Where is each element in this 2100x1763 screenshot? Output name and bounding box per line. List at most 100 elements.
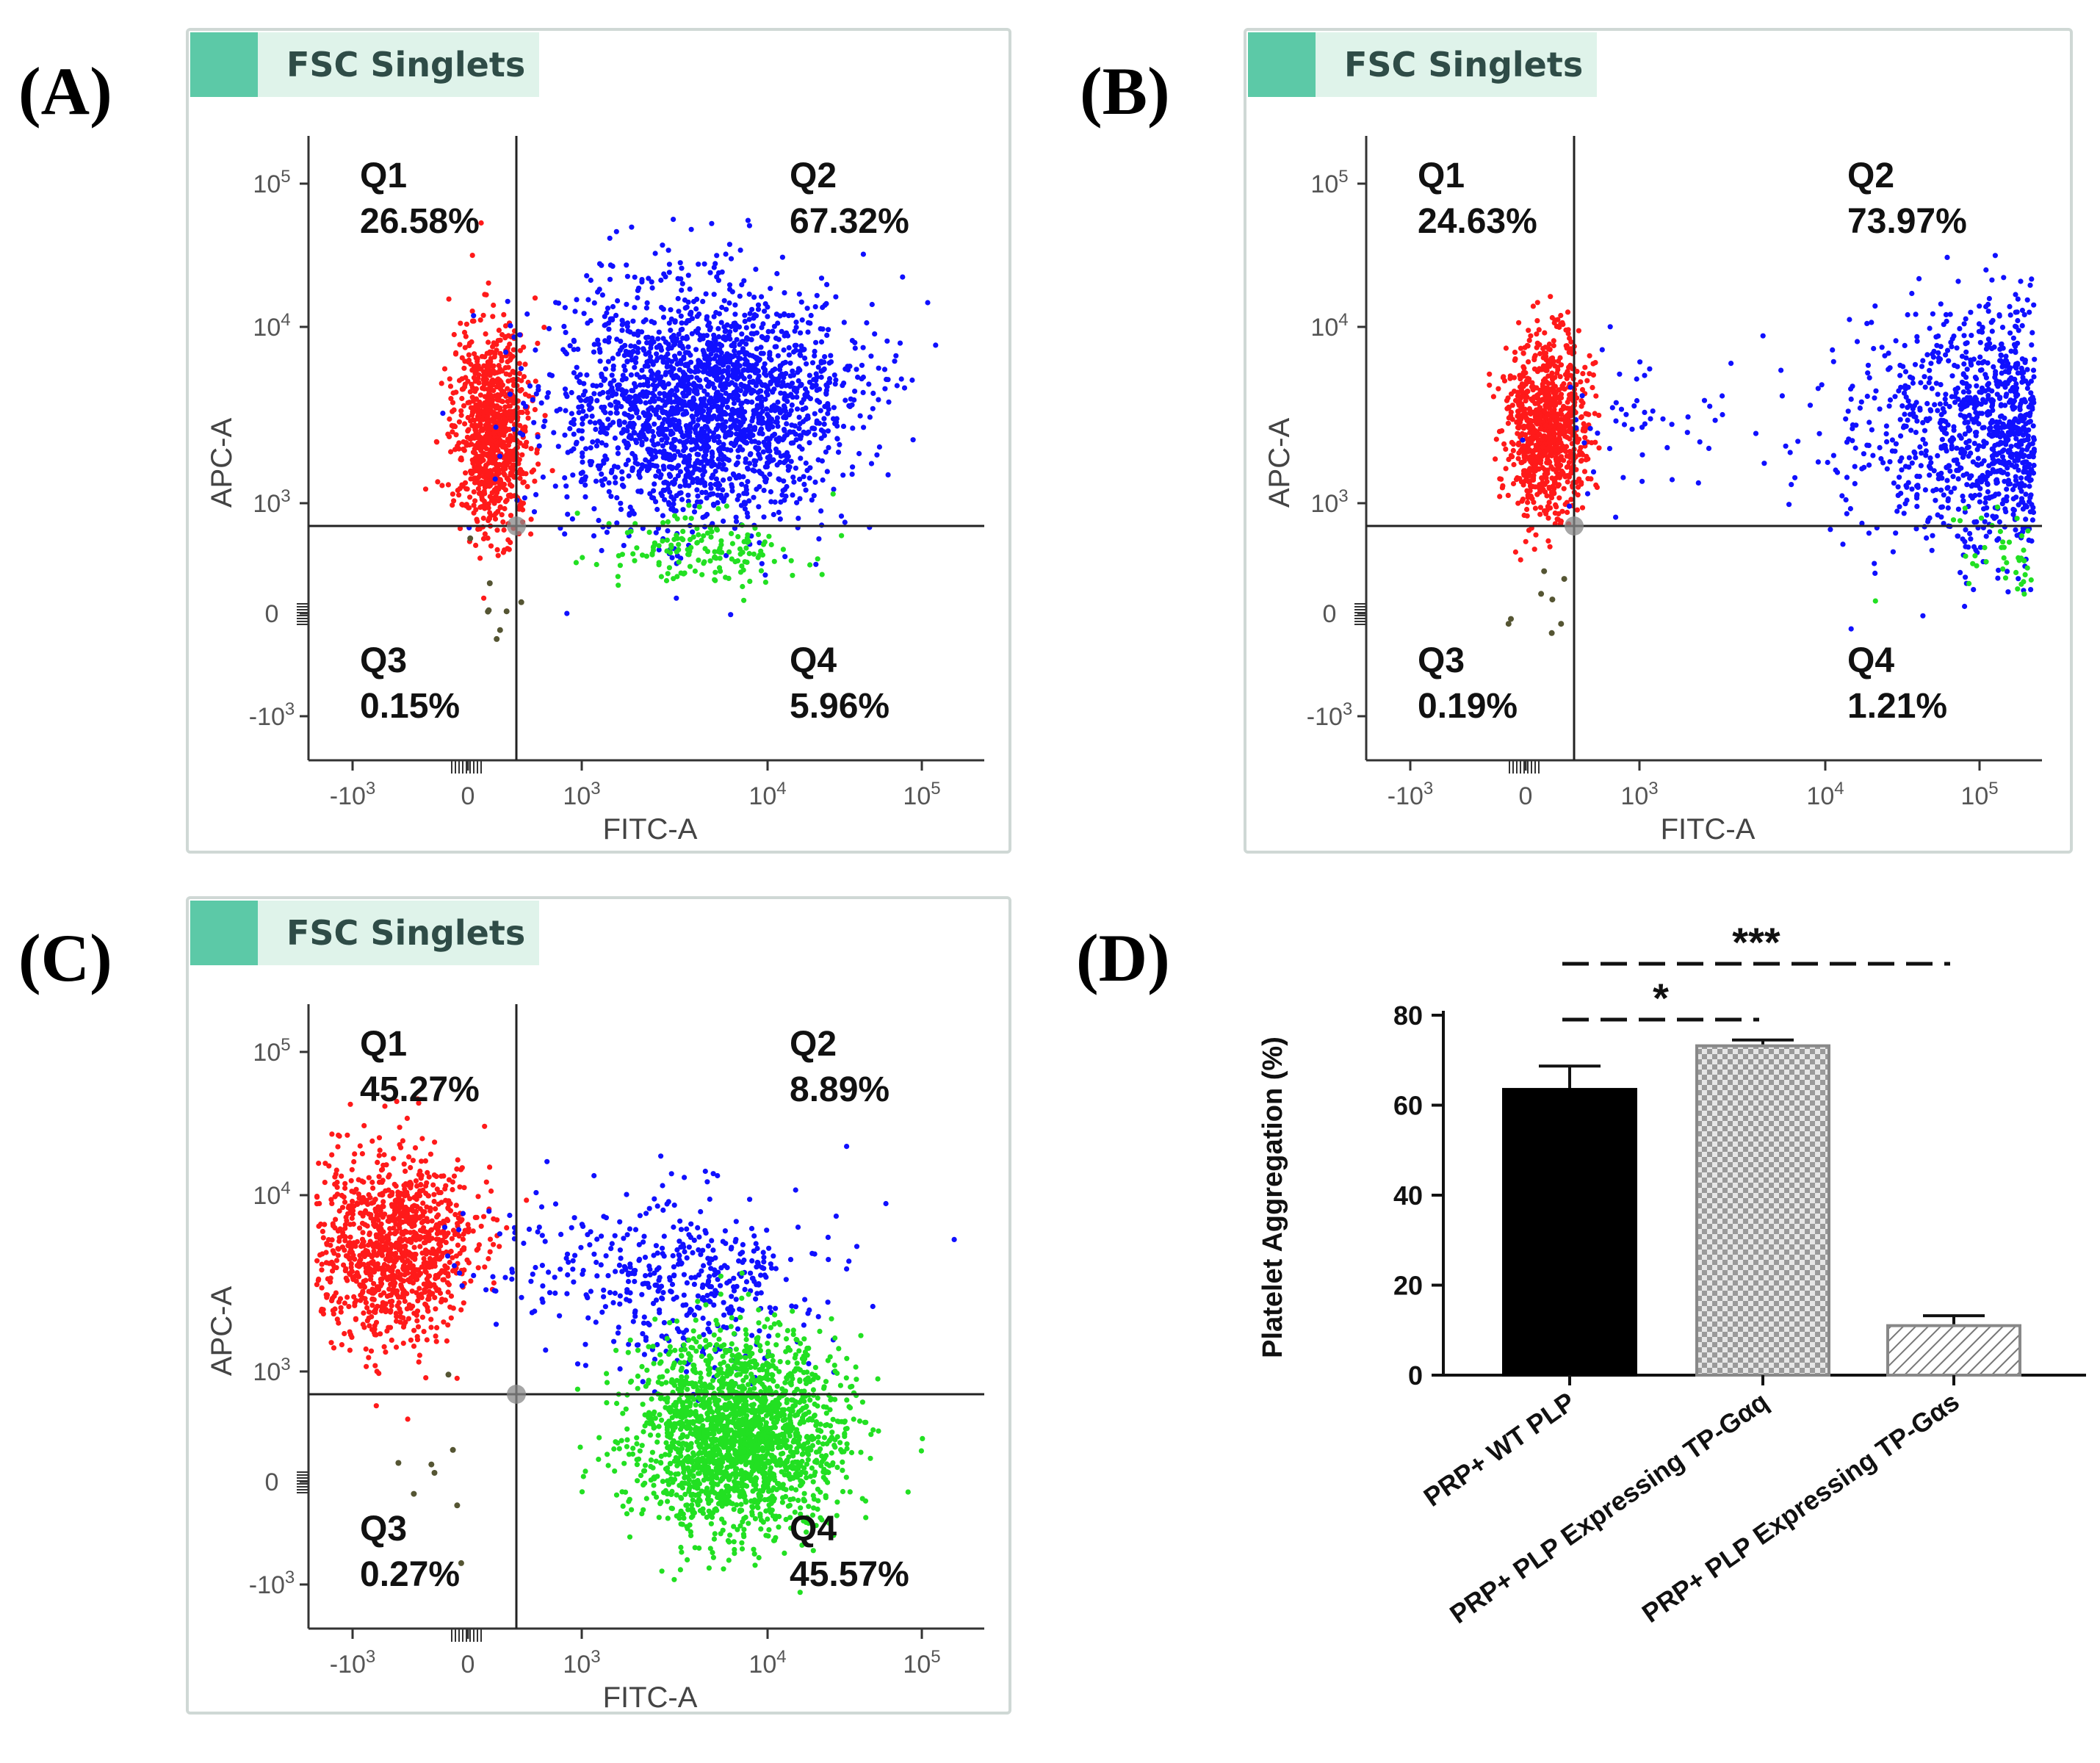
event-dot bbox=[751, 494, 757, 500]
event-dot bbox=[720, 457, 726, 463]
event-dot bbox=[1528, 435, 1534, 441]
event-dot bbox=[1989, 277, 1995, 283]
event-dot bbox=[1513, 477, 1520, 483]
event-dot bbox=[1908, 428, 1914, 433]
event-dot bbox=[748, 439, 754, 444]
event-dot bbox=[835, 450, 842, 455]
event-dot bbox=[646, 275, 652, 281]
event-dot bbox=[481, 386, 487, 392]
event-dot bbox=[571, 339, 577, 345]
event-dot bbox=[1960, 498, 1966, 504]
event-dot bbox=[2005, 589, 2011, 595]
event-dot bbox=[507, 403, 513, 409]
event-dot bbox=[505, 386, 510, 392]
event-dot bbox=[1857, 405, 1863, 411]
event-dot bbox=[748, 387, 754, 393]
event-dot bbox=[732, 302, 738, 308]
event-dot bbox=[491, 454, 497, 460]
event-dot bbox=[1922, 428, 1928, 433]
event-dot bbox=[1899, 467, 1905, 473]
event-dot bbox=[492, 516, 499, 522]
event-dot bbox=[1537, 405, 1543, 411]
event-dot bbox=[610, 363, 616, 369]
event-dot bbox=[677, 260, 683, 266]
event-dot bbox=[580, 459, 585, 465]
event-dot bbox=[785, 467, 791, 473]
event-dot bbox=[704, 461, 710, 466]
event-dot bbox=[1501, 441, 1507, 447]
event-dot bbox=[1945, 485, 1951, 491]
event-dot bbox=[763, 336, 769, 342]
event-dot bbox=[705, 359, 711, 365]
event-dot bbox=[498, 425, 504, 430]
event-dot bbox=[671, 455, 677, 461]
event-dot bbox=[483, 372, 488, 378]
event-dot bbox=[737, 409, 743, 415]
event-dot bbox=[1565, 464, 1571, 469]
event-dot bbox=[767, 472, 773, 477]
event-dot bbox=[745, 532, 751, 538]
event-dot bbox=[472, 417, 477, 423]
event-dot bbox=[502, 505, 508, 512]
event-dot bbox=[711, 385, 718, 391]
event-dot bbox=[1976, 328, 1982, 334]
event-dot bbox=[463, 486, 469, 492]
event-dot bbox=[544, 394, 550, 400]
event-dot bbox=[665, 397, 671, 403]
event-dot bbox=[668, 441, 675, 447]
event-dot bbox=[789, 381, 795, 386]
event-dot bbox=[525, 415, 531, 421]
event-dot bbox=[587, 406, 593, 413]
event-dot bbox=[713, 309, 719, 316]
event-dot bbox=[666, 262, 673, 267]
event-dot bbox=[699, 572, 705, 577]
event-dot bbox=[475, 486, 482, 491]
event-dot bbox=[643, 400, 649, 406]
event-dot bbox=[2013, 344, 2018, 350]
event-dot bbox=[718, 549, 724, 555]
event-dot bbox=[496, 418, 502, 425]
event-dot bbox=[649, 428, 655, 435]
event-dot bbox=[841, 381, 847, 386]
event-dot bbox=[807, 562, 813, 568]
event-dot bbox=[487, 349, 493, 355]
event-dot bbox=[668, 542, 674, 548]
event-dot bbox=[765, 460, 771, 466]
event-dot bbox=[502, 547, 508, 553]
event-dot bbox=[508, 470, 514, 476]
event-dot bbox=[632, 364, 638, 370]
event-dot bbox=[776, 450, 782, 455]
event-dot bbox=[483, 462, 489, 468]
event-dot bbox=[660, 408, 665, 415]
event-dot bbox=[532, 407, 538, 413]
event-dot bbox=[480, 457, 486, 464]
event-dot bbox=[505, 298, 510, 304]
event-dot bbox=[739, 481, 745, 487]
event-dot bbox=[680, 507, 686, 513]
event-dot bbox=[762, 442, 768, 448]
event-dot bbox=[1927, 367, 1933, 373]
quadrant-value-q4: 5.96% bbox=[790, 687, 890, 726]
event-dot bbox=[618, 430, 625, 436]
event-dot bbox=[625, 457, 632, 464]
event-dot bbox=[1961, 333, 1967, 339]
event-dot bbox=[721, 441, 726, 447]
event-dot bbox=[643, 317, 649, 323]
event-dot bbox=[674, 410, 680, 416]
event-dot bbox=[682, 382, 688, 389]
event-dot bbox=[1526, 479, 1532, 485]
event-dot bbox=[1550, 446, 1556, 453]
event-dot bbox=[1971, 419, 1977, 425]
event-dot bbox=[1911, 403, 1917, 408]
event-dot bbox=[698, 397, 704, 403]
event-dot bbox=[1977, 492, 1982, 498]
event-dot bbox=[597, 358, 603, 364]
event-dot bbox=[609, 392, 616, 399]
event-dot bbox=[435, 479, 441, 485]
event-dot bbox=[762, 309, 768, 314]
event-dot bbox=[1935, 408, 1941, 414]
event-dot bbox=[1526, 527, 1532, 533]
event-dot bbox=[1866, 419, 1872, 425]
event-dot bbox=[599, 404, 605, 411]
event-dot bbox=[821, 416, 827, 422]
